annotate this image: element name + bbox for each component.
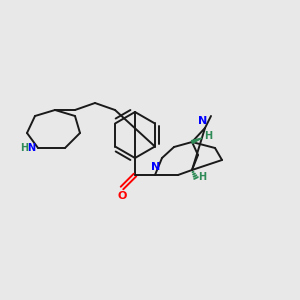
Text: H: H — [204, 131, 212, 141]
Text: N: N — [198, 116, 208, 126]
Text: H: H — [20, 143, 28, 153]
Text: N: N — [152, 162, 160, 172]
Text: O: O — [117, 191, 127, 201]
Text: H: H — [198, 172, 206, 182]
Text: N: N — [27, 143, 35, 153]
Polygon shape — [191, 138, 202, 143]
